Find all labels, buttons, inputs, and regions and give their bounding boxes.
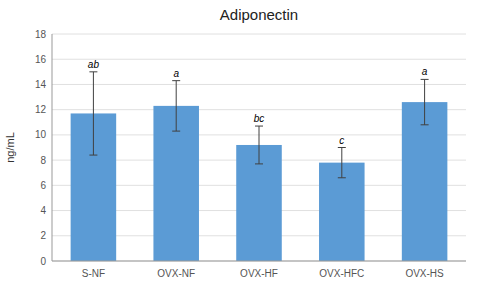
bar	[319, 163, 365, 261]
error-cap	[421, 79, 429, 80]
y-tick-label: 4	[40, 205, 46, 216]
significance-label: bc	[254, 113, 265, 124]
error-cap	[338, 147, 346, 148]
y-tick-label: 2	[40, 230, 46, 241]
error-stem	[93, 72, 94, 155]
error-cap	[89, 71, 97, 72]
error-bar	[172, 81, 180, 131]
error-cap	[255, 163, 263, 164]
y-tick-label: 0	[40, 256, 46, 267]
error-cap	[172, 80, 180, 81]
title: Adiponectin	[220, 6, 298, 23]
error-cap	[338, 177, 346, 178]
bar	[402, 102, 448, 261]
error-stem	[341, 148, 342, 178]
error-bar	[89, 72, 97, 155]
error-cap	[172, 131, 180, 132]
grid-line	[52, 261, 466, 262]
significance-label: ab	[88, 59, 100, 70]
error-bar	[255, 126, 263, 164]
x-tick-label: OVX-HF	[240, 268, 278, 279]
x-axis-line	[52, 261, 466, 262]
y-tick-label: 6	[40, 180, 46, 191]
y-tick-label: 16	[35, 54, 47, 65]
grid-line	[52, 59, 466, 60]
y-axis-line	[52, 34, 53, 261]
error-cap	[89, 155, 97, 156]
error-stem	[176, 81, 177, 131]
error-bar	[338, 148, 346, 178]
marks	[71, 72, 448, 261]
grid	[52, 34, 466, 261]
error-stem	[424, 79, 425, 124]
y-tick-label: 10	[35, 129, 47, 140]
x-tick-label: OVX-NF	[157, 268, 195, 279]
error-cap	[421, 124, 429, 125]
significance-label: c	[339, 135, 344, 146]
y-tick-label: 8	[40, 155, 46, 166]
error-bar	[421, 79, 429, 124]
y-tick-label: 14	[35, 79, 47, 90]
significance-label: a	[422, 66, 428, 77]
chart-container: Adiponectin ng/mL 0 2 4 6 8 10 12 14 16 18 ab a bc c a S-…	[0, 0, 480, 289]
y-tick-label: 12	[35, 104, 47, 115]
grid-line	[52, 84, 466, 85]
significance-label: a	[173, 68, 179, 79]
y-tick-label: 18	[35, 29, 47, 40]
x-tick-label: OVX-HFC	[319, 268, 364, 279]
x-tick-label: OVX-HS	[405, 268, 444, 279]
chart-svg: Adiponectin ng/mL 0 2 4 6 8 10 12 14 16 18 ab a bc c a S-…	[0, 0, 480, 289]
error-stem	[259, 126, 260, 164]
error-cap	[255, 126, 263, 127]
y-axis-label: ng/mL	[4, 132, 16, 163]
grid-line	[52, 34, 466, 35]
x-tick-label: S-NF	[82, 268, 105, 279]
